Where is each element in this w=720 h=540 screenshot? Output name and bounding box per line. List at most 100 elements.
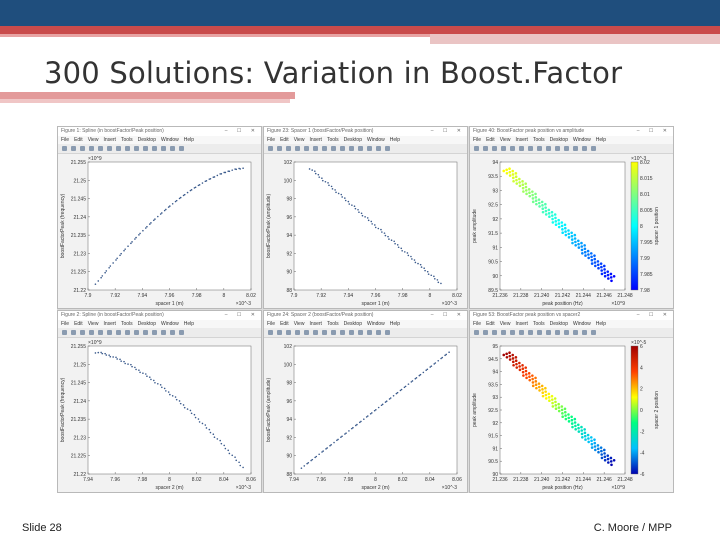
toolbar-icon[interactable] [134,146,139,151]
menu-item-insert[interactable]: Insert [515,321,528,327]
menu-item-window[interactable]: Window [160,321,179,327]
toolbar-icon[interactable] [367,330,372,335]
menu-item-help[interactable]: Help [183,321,195,327]
toolbar-icon[interactable] [501,146,506,151]
toolbar-icon[interactable] [358,146,363,151]
toolbar-icon[interactable] [322,146,327,151]
menu-item-view[interactable]: View [499,321,511,327]
toolbar-icon[interactable] [62,146,67,151]
figure-window[interactable]: Figure 24: Spacer 2 (boostFactor/Peak po… [263,310,468,493]
toolbar-icon[interactable] [152,146,157,151]
toolbar-icon[interactable] [564,146,569,151]
figure-window[interactable]: Figure 1: Spline (in boostFactor/Peak po… [57,126,262,309]
toolbar-icon[interactable] [591,330,596,335]
menu-item-desktop[interactable]: Desktop [549,137,568,143]
toolbar-icon[interactable] [179,330,184,335]
toolbar-icon[interactable] [367,146,372,151]
toolbar-icon[interactable] [340,146,345,151]
toolbar-icon[interactable] [474,146,479,151]
menu-item-view[interactable]: View [293,137,305,143]
toolbar-icon[interactable] [295,330,300,335]
toolbar-icon[interactable] [304,330,309,335]
menu-item-view[interactable]: View [87,137,99,143]
toolbar-icon[interactable] [179,146,184,151]
toolbar-icon[interactable] [89,330,94,335]
menu-item-tools[interactable]: Tools [532,321,545,327]
toolbar-icon[interactable] [582,146,587,151]
toolbar-icon[interactable] [474,330,479,335]
menu-item-file[interactable]: File [61,321,70,327]
toolbar-icon[interactable] [143,146,148,151]
toolbar-icon[interactable] [376,330,381,335]
menu-item-file[interactable]: File [267,137,276,143]
menu-item-desktop[interactable]: Desktop [343,137,362,143]
toolbar-icon[interactable] [385,330,390,335]
menu-item-desktop[interactable]: Desktop [137,137,156,143]
toolbar-icon[interactable] [107,330,112,335]
toolbar-icon[interactable] [170,146,175,151]
toolbar-icon[interactable] [492,330,497,335]
menu-item-edit[interactable]: Edit [280,321,289,327]
toolbar-icon[interactable] [89,146,94,151]
toolbar-icon[interactable] [71,330,76,335]
toolbar-icon[interactable] [510,330,515,335]
toolbar-icon[interactable] [322,330,327,335]
figure-window[interactable]: Figure 23: Spacer 1 (boostFactor/Peak po… [263,126,468,309]
toolbar-icon[interactable] [116,330,121,335]
toolbar-icon[interactable] [564,330,569,335]
figure-window[interactable]: Figure 53: BoostFactor peak position vs … [469,310,674,493]
toolbar-icon[interactable] [555,146,560,151]
toolbar-icon[interactable] [537,146,542,151]
toolbar-icon[interactable] [161,146,166,151]
toolbar-icon[interactable] [313,146,318,151]
menu-item-tools[interactable]: Tools [326,137,339,143]
menu-item-window[interactable]: Window [572,321,591,327]
window-controls[interactable]: – ☐ ✕ [224,128,259,134]
menu-item-tools[interactable]: Tools [120,137,133,143]
toolbar-icon[interactable] [286,330,291,335]
menu-item-help[interactable]: Help [595,137,607,143]
menu-item-view[interactable]: View [293,321,305,327]
toolbar-icon[interactable] [492,146,497,151]
menu-item-file[interactable]: File [267,321,276,327]
toolbar-icon[interactable] [98,146,103,151]
toolbar-icon[interactable] [510,146,515,151]
toolbar-icon[interactable] [358,330,363,335]
menu-item-window[interactable]: Window [160,137,179,143]
window-controls[interactable]: – ☐ ✕ [636,312,671,318]
menu-item-tools[interactable]: Tools [120,321,133,327]
toolbar-icon[interactable] [71,146,76,151]
toolbar-icon[interactable] [519,330,524,335]
toolbar-icon[interactable] [170,330,175,335]
toolbar-icon[interactable] [349,330,354,335]
toolbar-icon[interactable] [134,330,139,335]
menu-item-edit[interactable]: Edit [280,137,289,143]
toolbar-icon[interactable] [62,330,67,335]
toolbar-icon[interactable] [161,330,166,335]
toolbar-icon[interactable] [125,146,130,151]
menu-item-file[interactable]: File [473,321,482,327]
toolbar-icon[interactable] [331,146,336,151]
menu-item-view[interactable]: View [499,137,511,143]
menu-item-window[interactable]: Window [366,137,385,143]
menu-item-insert[interactable]: Insert [309,321,322,327]
menu-item-view[interactable]: View [87,321,99,327]
toolbar-icon[interactable] [143,330,148,335]
menu-item-tools[interactable]: Tools [532,137,545,143]
menu-item-file[interactable]: File [61,137,70,143]
toolbar-icon[interactable] [295,146,300,151]
toolbar-icon[interactable] [573,146,578,151]
menu-item-help[interactable]: Help [595,321,607,327]
menu-item-edit[interactable]: Edit [74,137,83,143]
toolbar-icon[interactable] [340,330,345,335]
toolbar-icon[interactable] [546,146,551,151]
toolbar-icon[interactable] [546,330,551,335]
menu-item-insert[interactable]: Insert [103,137,116,143]
toolbar-icon[interactable] [376,146,381,151]
menu-item-insert[interactable]: Insert [515,137,528,143]
toolbar-icon[interactable] [537,330,542,335]
toolbar-icon[interactable] [582,330,587,335]
window-controls[interactable]: – ☐ ✕ [430,128,465,134]
toolbar-icon[interactable] [519,146,524,151]
toolbar-icon[interactable] [528,330,533,335]
